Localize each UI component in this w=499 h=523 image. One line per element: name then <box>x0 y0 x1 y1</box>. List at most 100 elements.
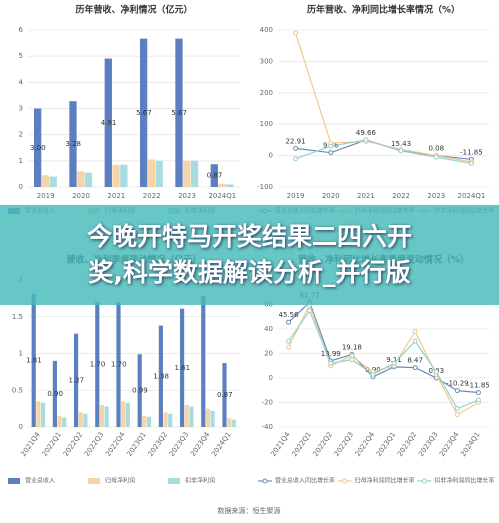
bar <box>57 415 62 427</box>
y-tick-label: 1.5 <box>12 313 23 321</box>
bar <box>226 184 234 187</box>
bar <box>41 175 50 187</box>
bar <box>184 404 189 427</box>
y-tick-label: 0 <box>19 183 23 191</box>
y-tick-label: -40 <box>262 423 273 431</box>
y-tick-label: 300 <box>260 57 273 65</box>
value-label: 4.91 <box>101 119 117 127</box>
point <box>433 369 439 375</box>
point <box>293 145 299 151</box>
x-tick-label: 2020 <box>72 192 90 200</box>
value-label: 0.90 <box>47 390 63 398</box>
legend-swatch <box>342 478 348 484</box>
bar <box>99 404 105 427</box>
x-tick-label: 2024Q1 <box>458 192 486 200</box>
point <box>370 371 376 377</box>
x-tick-label: 2022Q1 <box>290 431 312 458</box>
bar <box>83 413 88 427</box>
point <box>328 150 334 156</box>
value-label: 0.99 <box>132 387 148 395</box>
legend-label: 扣非净利润 <box>185 477 215 485</box>
banner: 今晚开特马开奖结果二四六开 奖,科学数据解读分析_并行版 <box>0 205 499 305</box>
bar <box>31 293 36 427</box>
value-label: 0.08 <box>428 145 444 153</box>
legend-label: 营业总收入同比增长率 <box>275 477 335 485</box>
value-label: 5.67 <box>171 109 187 117</box>
value-label: 19.18 <box>342 344 362 352</box>
value-label: 1.81 <box>26 356 42 364</box>
y-tick-label: 3 <box>19 105 23 113</box>
value-label: 0.87 <box>207 172 223 180</box>
value-label: 3.28 <box>65 140 81 148</box>
bar <box>77 171 85 187</box>
y-tick-label: 0.5 <box>12 386 23 394</box>
bar <box>78 412 83 427</box>
point <box>286 319 292 325</box>
banner-line: 奖,科学数据解读分析_并行版 <box>88 258 411 287</box>
bar <box>201 296 206 427</box>
bar <box>227 418 232 427</box>
banner-line: 今晚开特马开奖结果二四六开 <box>86 222 412 251</box>
point <box>293 156 299 162</box>
bar <box>163 412 168 427</box>
y-tick-label: 5 <box>19 52 23 60</box>
point <box>468 160 474 166</box>
x-tick-label: 2020 <box>322 192 340 200</box>
x-tick-label: 2022Q3 <box>83 431 105 458</box>
chart-title: 历年营收、净利同比增长率情况（%） <box>307 4 460 16</box>
x-tick-label: 2023Q4 <box>189 430 212 458</box>
point <box>412 365 418 371</box>
bar <box>137 354 142 427</box>
value-label: 8.47 <box>407 357 423 365</box>
value-label: 1.61 <box>175 364 191 372</box>
source: 数据来源：恒生聚源 <box>218 506 281 515</box>
line <box>288 302 479 416</box>
chart-title: 历年营收、净利情况（亿元） <box>75 4 192 16</box>
value-label: 49.66 <box>356 129 377 137</box>
x-tick-label: 2023Q2 <box>396 431 418 458</box>
legend-label: 扣非净利润同比增长率 <box>434 477 494 485</box>
y-tick-label: 0 <box>269 374 273 382</box>
bar <box>205 408 211 427</box>
x-tick-label: 2023Q4 <box>438 430 461 458</box>
value-label: 13.99 <box>321 350 341 358</box>
bar <box>120 164 128 187</box>
x-tick-label: 2023 <box>178 192 196 200</box>
y-tick-label: 4 <box>19 78 24 86</box>
bar <box>121 401 126 427</box>
bar <box>140 38 148 188</box>
legend-swatch <box>168 478 180 484</box>
x-tick-label: 2019 <box>37 192 55 200</box>
bar <box>222 363 227 427</box>
legend-label: 营业总收入 <box>25 477 55 485</box>
point <box>412 328 418 334</box>
value-label: 9.11 <box>386 356 402 364</box>
x-tick-label: 2024Q1 <box>210 431 232 458</box>
bar <box>74 333 79 427</box>
y-tick-label: 0 <box>19 423 23 431</box>
y-tick-label: -20 <box>262 399 273 407</box>
x-tick-label: 2022Q1 <box>41 431 63 458</box>
y-tick-label: 20 <box>264 350 273 358</box>
bar <box>95 302 100 427</box>
bar <box>112 164 120 187</box>
bar <box>146 416 152 427</box>
bar <box>210 164 218 187</box>
x-tick-label: 2023Q1 <box>375 431 397 458</box>
value-label: 15.43 <box>391 140 411 148</box>
legend-label: 归母净利润同比增长率 <box>355 477 415 485</box>
value-label: 1.27 <box>69 376 85 384</box>
x-tick-label: 2021 <box>107 192 125 200</box>
legend-swatch <box>262 478 268 484</box>
value-label: 1.70 <box>111 361 127 369</box>
bar <box>49 176 57 187</box>
x-tick-label: 2024Q1 <box>208 192 236 200</box>
point <box>454 412 460 418</box>
legend-label: 归母净利润 <box>105 477 135 485</box>
point <box>398 148 404 154</box>
bar <box>183 160 191 187</box>
y-tick-label: 0 <box>269 152 273 160</box>
line <box>295 32 472 163</box>
point <box>433 154 439 160</box>
